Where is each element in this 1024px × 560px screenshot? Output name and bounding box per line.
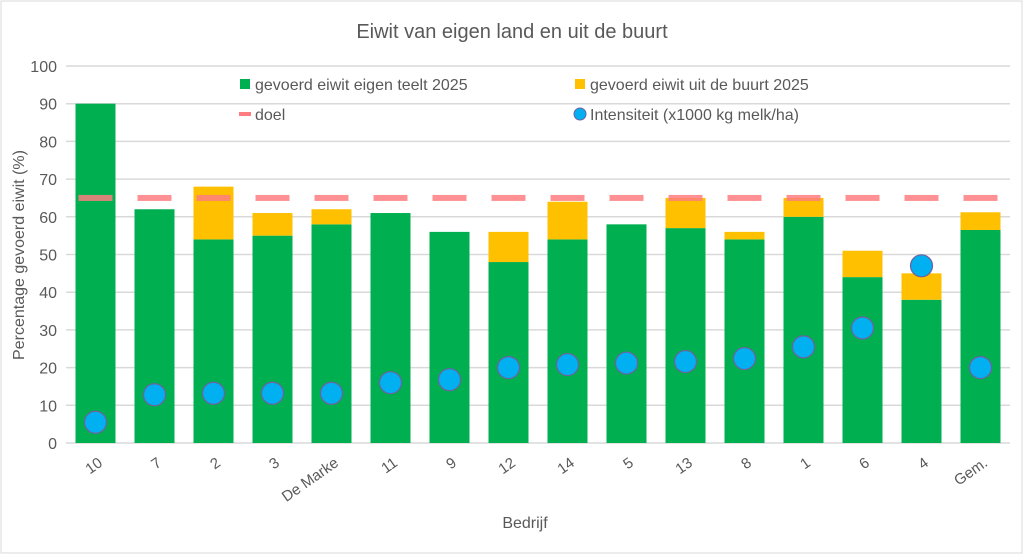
bar-uit-de-buurt	[488, 231, 529, 263]
legend-label: gevoerd eiwit uit de buurt 2025	[590, 77, 809, 94]
doel-marker	[845, 194, 880, 201]
intensiteit-marker	[732, 346, 757, 371]
bar-eigen-teelt	[606, 224, 647, 443]
x-tick-label: 12	[495, 454, 518, 477]
intensiteit-marker	[201, 381, 226, 405]
y-tick-label: 80	[39, 134, 57, 151]
doel-marker	[255, 194, 290, 201]
legend-label: doel	[255, 107, 285, 124]
intensiteit-marker	[319, 381, 344, 405]
legend-swatch	[239, 112, 251, 116]
doel-marker	[491, 194, 526, 201]
bar-eigen-teelt	[429, 231, 470, 443]
y-tick-label: 0	[48, 436, 57, 453]
bar-uit-de-buurt	[783, 197, 824, 217]
bar-eigen-teelt	[901, 299, 942, 443]
y-tick-label: 60	[39, 210, 57, 227]
legend-label: gevoerd eiwit eigen teelt 2025	[255, 77, 468, 94]
doel-marker	[786, 194, 821, 201]
chart-title: Eiwit van eigen land en uit de buurt	[356, 21, 668, 43]
x-tick-label: 13	[672, 454, 695, 477]
bar-uit-de-buurt	[193, 186, 234, 240]
intensiteit-marker	[791, 335, 816, 359]
intensiteit-marker	[614, 351, 639, 375]
doel-marker	[550, 194, 585, 201]
doel-marker	[609, 194, 644, 201]
x-tick-label: 10	[82, 454, 105, 477]
bar-eigen-teelt	[783, 216, 824, 443]
intensiteit-marker	[909, 254, 934, 278]
y-tick-label: 10	[39, 398, 57, 415]
bar-eigen-teelt	[724, 239, 765, 443]
x-axis-label: Bedrijf	[502, 515, 548, 532]
y-tick-label: 30	[39, 323, 57, 340]
bar-eigen-teelt	[311, 224, 352, 443]
y-tick-label: 50	[39, 248, 57, 265]
intensiteit-marker	[142, 383, 167, 407]
intensiteit-marker	[437, 368, 462, 392]
bar-uit-de-buurt	[311, 209, 352, 225]
y-tick-label: 40	[39, 285, 57, 302]
y-tick-label: 70	[39, 172, 57, 189]
intensiteit-marker	[555, 352, 580, 377]
intensiteit-marker	[260, 381, 285, 405]
bar-eigen-teelt	[370, 213, 411, 443]
y-tick-label: 100	[30, 59, 57, 76]
bar-uit-de-buurt	[724, 231, 765, 240]
doel-marker	[373, 194, 408, 201]
bar-eigen-teelt	[665, 228, 706, 443]
bar-uit-de-buurt	[901, 273, 942, 300]
bar-uit-de-buurt	[665, 197, 706, 229]
legend-swatch	[573, 107, 587, 121]
doel-marker	[727, 194, 762, 201]
intensiteit-marker	[378, 371, 403, 395]
bar-eigen-teelt	[193, 239, 234, 443]
bar-eigen-teelt	[134, 209, 175, 443]
bar-uit-de-buurt	[547, 201, 588, 240]
bar-eigen-teelt	[960, 229, 1001, 443]
bar-eigen-teelt	[547, 239, 588, 443]
doel-marker	[668, 194, 703, 201]
doel-marker	[432, 194, 467, 201]
legend-label: Intensiteit (x1000 kg melk/ha)	[590, 107, 799, 124]
doel-marker	[78, 194, 113, 201]
doel-marker	[314, 194, 349, 201]
x-tick-label: 14	[554, 454, 577, 477]
doel-marker	[137, 194, 172, 201]
bar-uit-de-buurt	[842, 250, 883, 278]
legend-swatch	[575, 79, 585, 89]
y-axis-label: Percentage gevoerd eiwit (%)	[11, 150, 28, 360]
bar-uit-de-buurt	[960, 212, 1001, 230]
y-tick-label: 90	[39, 97, 57, 114]
bar-eigen-teelt	[75, 103, 116, 443]
legend-swatch	[240, 79, 250, 89]
intensiteit-marker	[496, 356, 521, 380]
intensiteit-marker	[850, 316, 875, 340]
intensiteit-marker	[83, 410, 108, 434]
bar-eigen-teelt	[252, 235, 293, 443]
doel-marker	[963, 194, 998, 201]
bar-eigen-teelt	[488, 262, 529, 443]
intensiteit-marker	[968, 356, 993, 380]
doel-marker	[904, 194, 939, 201]
bar-eigen-teelt	[842, 277, 883, 443]
bar-uit-de-buurt	[252, 213, 293, 236]
intensiteit-marker	[673, 349, 698, 374]
y-tick-label: 20	[39, 361, 57, 378]
doel-marker	[196, 194, 231, 201]
